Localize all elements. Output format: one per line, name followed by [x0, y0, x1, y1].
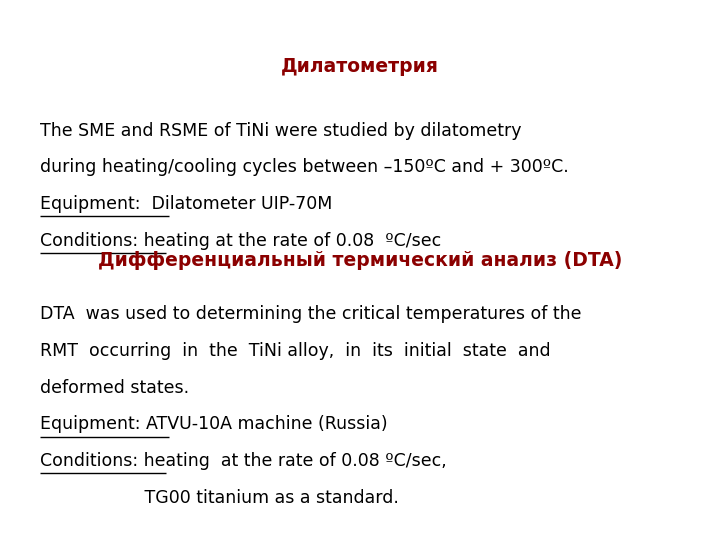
Text: Conditions: heating at the rate of 0.08  ºC/sec: Conditions: heating at the rate of 0.08 …	[40, 232, 441, 249]
Text: The SME and RSME of Ti​Ni were studied by dilatometry: The SME and RSME of Ti​Ni were studied b…	[40, 122, 521, 139]
Text: Conditions: heating  at the rate of 0.08 ºC/sec,: Conditions: heating at the rate of 0.08 …	[40, 452, 446, 470]
Text: Дифференциальный термический анализ (DTA): Дифференциальный термический анализ (DTA…	[98, 251, 622, 270]
Text: Equipment:  Dilatometer UIP-70M: Equipment: Dilatometer UIP-70M	[40, 195, 332, 213]
Text: during heating/cooling cycles between –150ºC and + 300ºC.: during heating/cooling cycles between –1…	[40, 158, 568, 176]
Text: RMT  occurring  in  the  Ti​Ni alloy,  in  its  initial  state  and: RMT occurring in the Ti​Ni alloy, in its…	[40, 342, 550, 360]
Text: DTA  was used to determining the critical temperatures of the: DTA was used to determining the critical…	[40, 305, 581, 323]
Text: TG00 titanium as a standard.: TG00 titanium as a standard.	[40, 489, 398, 507]
Text: Дилатометрия: Дилатометрия	[281, 57, 439, 76]
Text: Equipment: ATVU-10A machine (Russia): Equipment: ATVU-10A machine (Russia)	[40, 415, 387, 433]
Text: deformed states.: deformed states.	[40, 379, 189, 396]
